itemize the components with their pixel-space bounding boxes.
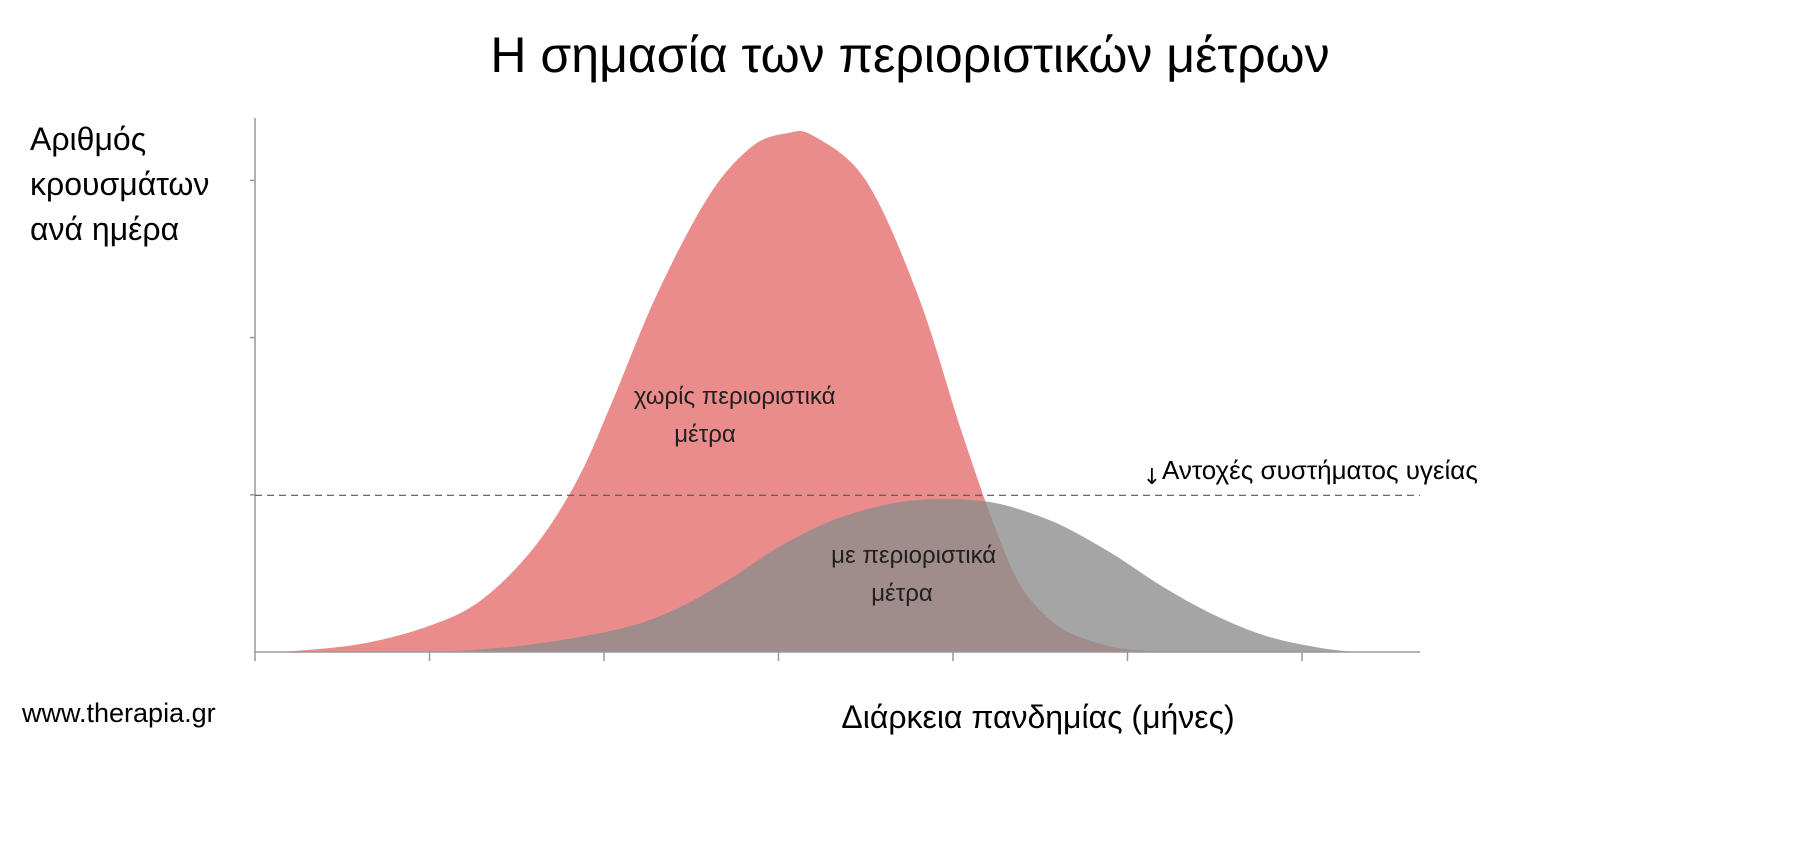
with-measures-label-line: μέτρα	[871, 580, 933, 607]
health-capacity-label: Αντοχές συστήματος υγείας	[1162, 455, 1478, 485]
chart-title: Η σημασία των περιοριστικών μέτρων	[490, 27, 1329, 83]
x-axis-label: Διάρκεια πανδημίας (μήνες)	[841, 699, 1234, 735]
capacity-arrow-icon: ↓	[1143, 465, 1161, 490]
y-axis-label-line: Αριθμός	[30, 121, 146, 157]
with-measures-label-line: με περιοριστικά	[831, 542, 996, 569]
with-measures-area	[447, 499, 1355, 652]
plot-area	[250, 118, 1420, 661]
with-measures-curve-label: με περιοριστικά μέτρα	[831, 542, 1003, 607]
no-measures-label-line: χωρίς περιοριστικά	[634, 383, 836, 410]
no-measures-area	[281, 130, 1233, 653]
source-label: www.therapia.gr	[21, 698, 216, 728]
y-axis-label-line: κρουσμάτων	[30, 166, 209, 202]
y-axis-label-line: ανά ημέρα	[30, 211, 179, 247]
no-measures-curve-label: χωρίς περιοριστικά μέτρα	[634, 383, 842, 448]
no-measures-label-line: μέτρα	[674, 421, 736, 448]
y-axis-label: Αριθμός κρουσμάτων ανά ημέρα	[30, 121, 218, 247]
